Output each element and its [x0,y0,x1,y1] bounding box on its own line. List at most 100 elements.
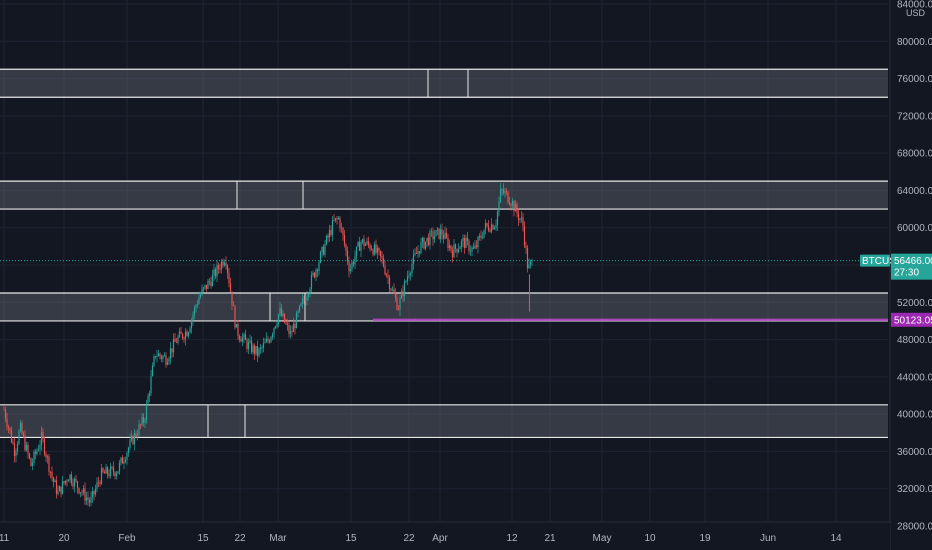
candle-body [432,231,434,240]
candle-body [429,231,431,245]
candle-body [511,200,514,206]
candle-body [33,451,35,463]
y-tick-label: 36000.00 [897,447,932,458]
candle-body [163,355,166,357]
candle-body [300,303,302,306]
candle-body [408,275,410,277]
candle-body [421,238,424,242]
candle-body [454,244,457,249]
candle-body [37,449,40,451]
zone-fill[interactable] [0,69,888,98]
candle-body [240,339,242,342]
candle-body [39,445,41,450]
candle-body [234,306,236,328]
candle-body [459,247,461,250]
y-tick-label: 52000.00 [897,298,932,309]
candlestick-series [0,183,888,508]
x-tick-label: 15 [197,533,209,544]
candle-body [414,253,416,255]
candle-body [225,262,227,266]
candle-body [306,296,308,301]
candle-body [48,456,50,472]
zone-fill[interactable] [0,181,888,210]
candle-body [235,323,238,328]
candle-body [423,238,425,249]
candle-body [424,241,427,249]
candle-body [73,478,76,487]
candle-body [375,244,377,253]
candle-body [396,297,398,310]
candle-body [288,325,290,334]
candle-body [355,246,358,257]
candle-body [246,339,248,349]
candle-body [364,243,367,246]
candle-body [505,191,508,193]
candle-body [127,447,130,453]
candle-body [159,353,161,357]
candle-body [348,261,350,272]
zone-fill[interactable] [0,404,888,438]
candle-body [450,245,452,251]
candle-body [340,227,343,229]
candle-body [75,478,77,482]
candle-body [123,461,125,464]
bar-countdown-label: 27:30 [894,268,919,279]
candle-body [528,264,530,269]
candle-body [168,358,170,363]
y-tick-label: 68000.00 [897,149,932,160]
candle-body [84,488,86,501]
candle-body [442,235,445,239]
candle-body [271,334,274,338]
candle-body [343,235,346,245]
x-tick-label: Apr [432,533,448,544]
x-tick-label: 22 [403,533,415,544]
candle-body [115,473,118,477]
candle-body [63,481,65,484]
candle-body [418,251,421,253]
candle-body [261,347,263,349]
candle-body [220,261,223,270]
candle-body [303,298,305,300]
candle-body [210,281,212,286]
time-axis[interactable]: 11 20 Feb 15 22 Mar 15 22 Apr 12 21 May 10 19 Jun 14 [0,521,890,550]
candle-body [472,247,475,249]
candle-body [526,248,529,269]
candle-body [226,265,229,273]
candle-body [6,418,8,427]
candle-body [369,244,371,250]
candle-body [327,235,329,238]
candle-body [282,313,284,316]
candle-body [129,439,131,448]
candle-body [120,457,122,463]
time-axis-bg [0,522,890,550]
symbol-tag [860,254,890,267]
candle-body [82,488,85,493]
candle-body [145,403,148,421]
candle-body [385,274,388,276]
candle-body [40,432,43,446]
candle-body [465,237,467,248]
candle-body [433,236,436,240]
candle-body [406,276,409,282]
candle-body [202,287,205,289]
candle-body [232,305,235,307]
candle-body [447,237,449,249]
candle-body [328,230,331,238]
candle-body [3,409,5,411]
candle-body [352,262,355,265]
candle-body [45,454,47,458]
candle-body [46,456,49,458]
zone-fill[interactable] [0,292,888,321]
candle-body [70,474,73,484]
y-tick-label: 84000.00 [897,0,932,11]
candle-body [484,223,487,230]
candle-body [207,281,209,289]
candle-body [316,269,319,272]
candle-body [223,262,226,266]
candle-body [373,244,376,255]
candle-body [180,331,182,334]
candle-body [190,319,193,329]
candle-body [525,245,527,249]
